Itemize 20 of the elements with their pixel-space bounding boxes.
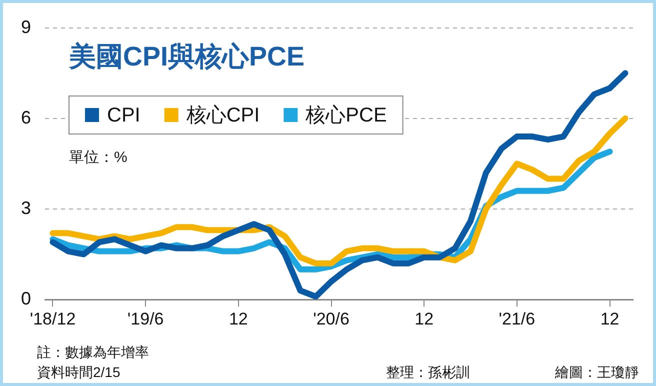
y-tick-label: 0 <box>20 288 32 309</box>
x-tick-label: '18/12 <box>30 309 76 328</box>
legend-label: 核心CPI <box>185 104 260 127</box>
x-tick-label: '19/6 <box>127 309 164 328</box>
x-tick-label: 12 <box>600 309 620 328</box>
legend-label: CPI <box>107 104 140 127</box>
y-tick-label: 3 <box>20 198 32 218</box>
annotation: 單位：% <box>69 149 128 166</box>
text: 繪圖：王瓊靜 <box>554 364 639 380</box>
y-tick-label: 6 <box>20 107 32 128</box>
text: 整理：孫彬訓 <box>386 364 470 380</box>
x-tick-label: 12 <box>228 309 248 328</box>
x-tick-label: '20/6 <box>313 309 350 328</box>
text: 資料時間2/15 <box>37 364 120 380</box>
x-tick-label: '21/6 <box>498 309 536 328</box>
text: 美國CPI與核心PCE <box>68 41 305 72</box>
x-tick-label: 12 <box>414 309 434 328</box>
text: 註：數據為年增率 <box>37 344 149 360</box>
legend-label: 核心PCE <box>304 104 387 127</box>
y-tick-label: 9 <box>20 16 32 37</box>
